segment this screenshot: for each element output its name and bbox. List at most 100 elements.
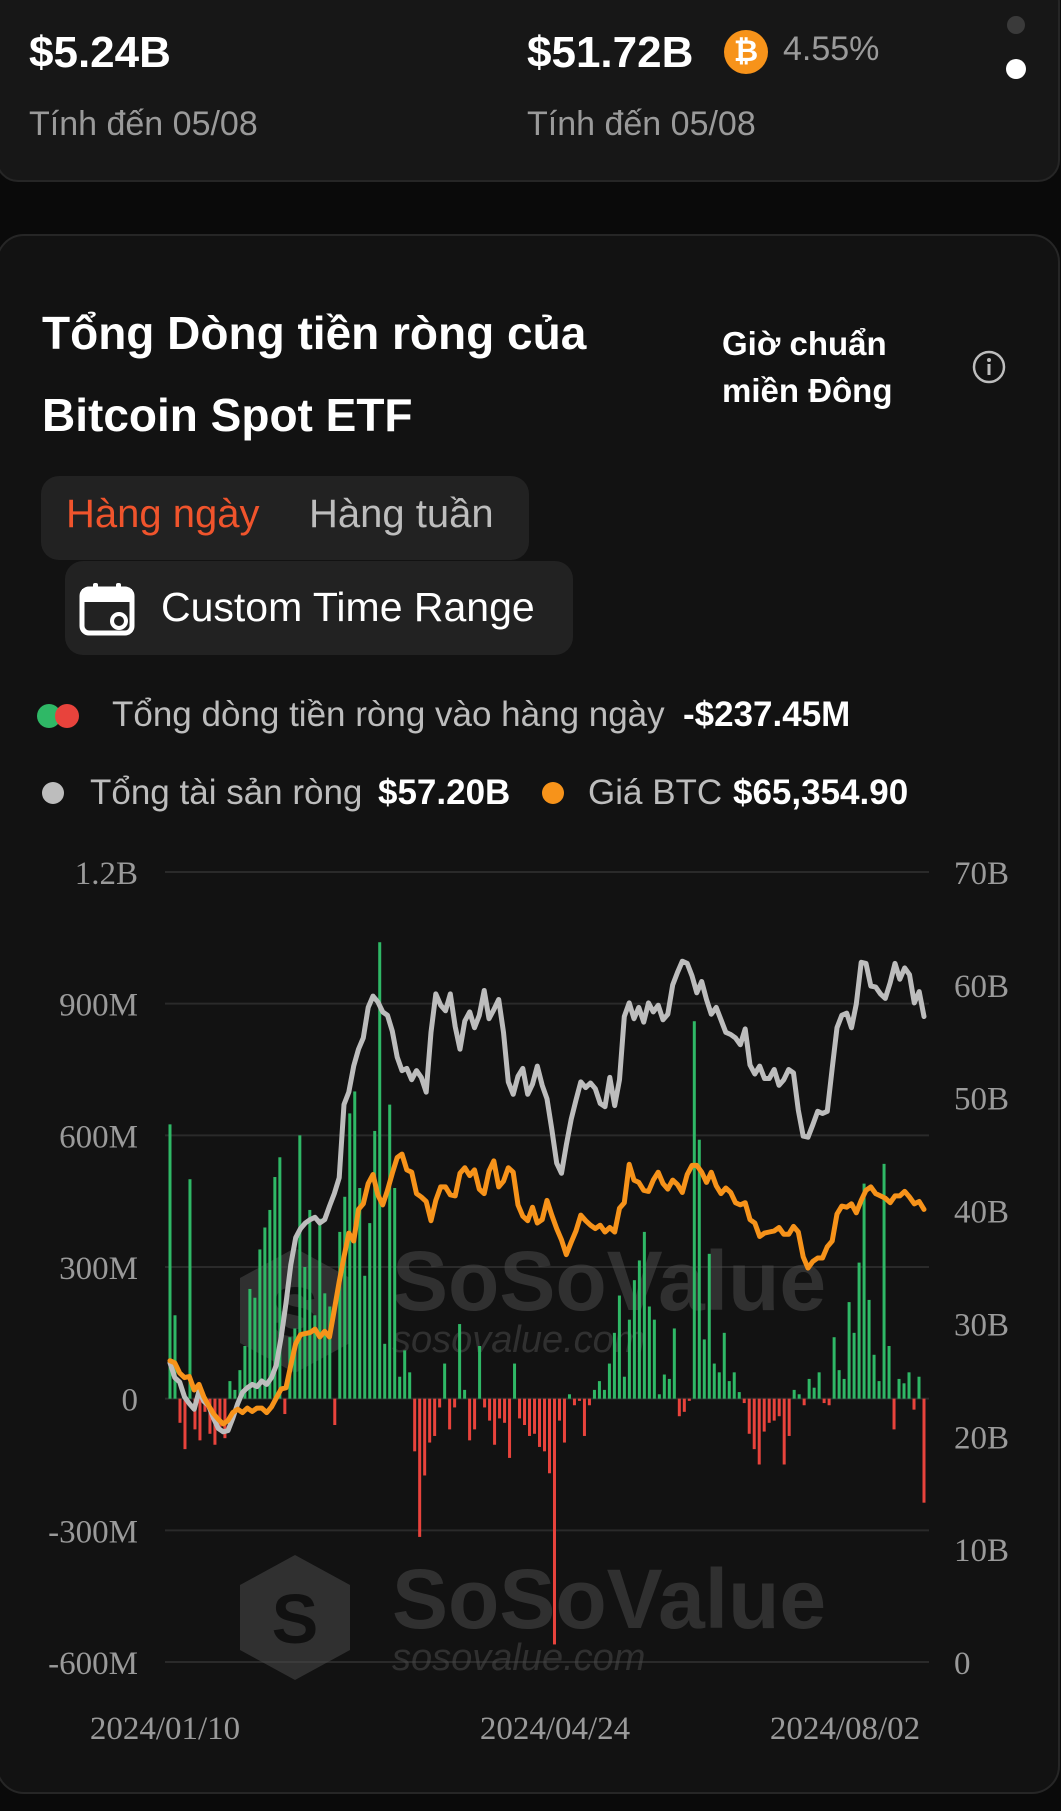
flow-bar xyxy=(567,1394,571,1399)
flow-bar xyxy=(208,1398,212,1434)
flow-bar xyxy=(752,1398,756,1450)
left-axis-tick: 300M xyxy=(59,1251,138,1287)
flow-bar xyxy=(552,1398,556,1645)
svg-text:S: S xyxy=(272,1580,319,1658)
flow-bar xyxy=(358,1188,362,1399)
flow-bar xyxy=(747,1398,751,1434)
flow-bar xyxy=(807,1378,811,1399)
flow-bar xyxy=(772,1398,776,1421)
flow-bar xyxy=(817,1372,821,1399)
flow-bar xyxy=(373,1130,377,1399)
daily-flow-legend-value: -$237.45M xyxy=(683,695,851,734)
flow-bar xyxy=(488,1398,492,1421)
flow-bar xyxy=(338,1231,342,1399)
x-axis-tick: 2024/08/02 xyxy=(770,1711,920,1747)
flow-bar xyxy=(832,1337,836,1399)
flow-bar xyxy=(528,1398,532,1436)
daily-flow-legend-label: Tổng dòng tiền ròng vào hàng ngày xyxy=(112,695,665,734)
flow-bar xyxy=(722,1332,726,1399)
flow-bar xyxy=(697,1139,701,1399)
flow-bar xyxy=(233,1389,237,1399)
flow-bar xyxy=(448,1398,452,1430)
flow-bar xyxy=(842,1378,846,1399)
flow-bar xyxy=(408,1372,412,1399)
custom-time-range-label: Custom Time Range xyxy=(161,584,535,630)
sosovalue-logo-icon-2: S xyxy=(240,1555,350,1680)
flow-bar xyxy=(632,1280,636,1399)
watermark-brand: SoSoValue xyxy=(392,1234,826,1328)
flow-bar xyxy=(493,1398,497,1445)
flow-bar xyxy=(223,1398,227,1439)
flow-bar xyxy=(587,1398,591,1406)
pager-dot-active[interactable] xyxy=(1006,59,1026,79)
flow-bar xyxy=(363,1275,367,1399)
chart-lines xyxy=(167,958,927,1435)
flow-bar xyxy=(298,1135,302,1399)
flow-bar xyxy=(802,1398,806,1406)
flow-bar xyxy=(368,1223,372,1399)
right-axis-tick: 40B xyxy=(954,1195,1009,1231)
custom-time-range-button[interactable] xyxy=(65,561,573,655)
flow-bar xyxy=(173,1315,177,1399)
flow-bar xyxy=(538,1398,542,1447)
flow-bar xyxy=(508,1398,512,1458)
flow-bar xyxy=(617,1295,621,1399)
flow-bar xyxy=(513,1363,517,1399)
flow-bar xyxy=(383,1343,387,1399)
flow-bar xyxy=(378,942,382,1399)
flow-bar xyxy=(812,1387,816,1399)
info-icon[interactable] xyxy=(972,350,1006,384)
tab-weekly[interactable]: Hàng tuần xyxy=(309,492,494,536)
right-axis-tick: 60B xyxy=(954,969,1009,1005)
flow-bar xyxy=(523,1398,527,1425)
flow-bar xyxy=(228,1381,232,1399)
flow-bar xyxy=(917,1376,921,1399)
flow-bar xyxy=(902,1383,906,1399)
flow-bar xyxy=(253,1297,257,1399)
flow-bar xyxy=(388,1104,392,1399)
left-axis-tick: -600M xyxy=(48,1646,138,1682)
flow-bar xyxy=(867,1299,871,1399)
flow-bar xyxy=(193,1398,197,1430)
flow-bar xyxy=(662,1374,666,1399)
flow-bar xyxy=(393,1188,397,1399)
x-axis-tick: 2024/01/10 xyxy=(90,1711,240,1747)
timezone-line1: Giờ chuẩn xyxy=(722,325,887,362)
flow-bar xyxy=(348,1113,352,1399)
pager-dot-inactive[interactable] xyxy=(1007,16,1025,34)
flow-bar xyxy=(612,1332,616,1399)
flow-bar xyxy=(543,1398,547,1452)
bitcoin-icon: ₿ xyxy=(724,30,768,74)
left-axis-tick: 0 xyxy=(122,1383,139,1419)
flow-bar xyxy=(418,1398,422,1537)
flow-bar xyxy=(912,1398,916,1410)
flow-bar xyxy=(188,1179,192,1399)
flow-bar xyxy=(243,1346,247,1399)
flow-bar xyxy=(313,1315,317,1399)
tab-daily[interactable]: Hàng ngày xyxy=(66,492,260,536)
watermark-url: sosovalue.com xyxy=(392,1319,645,1361)
x-axis-tick: 2024/04/24 xyxy=(480,1711,630,1747)
flow-bar xyxy=(248,1288,252,1399)
flow-bar xyxy=(268,1209,272,1399)
net-assets-date: Tính đến 05/08 xyxy=(527,105,756,143)
flow-bar xyxy=(892,1398,896,1430)
flow-bar xyxy=(607,1363,611,1399)
flow-bar xyxy=(403,1350,407,1399)
right-axis-tick: 70B xyxy=(954,856,1009,892)
daily-flow-bars xyxy=(168,942,926,1645)
flow-bar xyxy=(433,1398,437,1436)
flow-bar xyxy=(498,1398,502,1419)
btc-price-legend-swatch xyxy=(542,782,564,804)
flow-bar xyxy=(852,1332,856,1399)
flow-bar xyxy=(922,1398,926,1503)
flow-bar xyxy=(877,1381,881,1399)
net-assets-legend-swatch xyxy=(42,782,64,804)
flow-bar xyxy=(897,1378,901,1399)
flow-bar xyxy=(712,1363,716,1399)
flow-bar xyxy=(293,1328,297,1399)
left-axis-tick: -300M xyxy=(48,1514,138,1550)
flow-bar xyxy=(278,1157,282,1399)
right-axis-tick: 20B xyxy=(954,1420,1009,1456)
flow-bar xyxy=(857,1262,861,1399)
